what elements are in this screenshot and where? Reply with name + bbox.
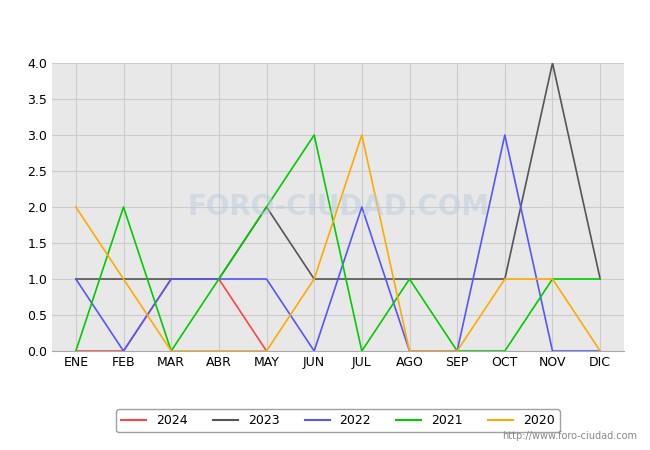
2023: [167, 276, 175, 282]
2021: [72, 348, 80, 354]
2024: [263, 348, 270, 354]
2020: [310, 276, 318, 282]
2020: [358, 132, 366, 138]
2020: [406, 348, 413, 354]
2021: [406, 276, 413, 282]
2022: [358, 204, 366, 210]
2024: [120, 348, 127, 354]
2020: [501, 276, 509, 282]
2022: [72, 276, 80, 282]
Line: 2020: 2020: [76, 135, 600, 351]
Legend: 2024, 2023, 2022, 2021, 2020: 2024, 2023, 2022, 2021, 2020: [116, 409, 560, 432]
2021: [167, 348, 175, 354]
2020: [72, 204, 80, 210]
Text: http://www.foro-ciudad.com: http://www.foro-ciudad.com: [502, 431, 637, 441]
Text: Matriculaciones de Vehiculos en Burganes de Valverde: Matriculaciones de Vehiculos en Burganes…: [79, 18, 571, 36]
2024: [167, 276, 175, 282]
2021: [453, 348, 461, 354]
2022: [167, 276, 175, 282]
2023: [406, 276, 413, 282]
2023: [358, 276, 366, 282]
2022: [310, 348, 318, 354]
2020: [120, 276, 127, 282]
2022: [453, 348, 461, 354]
2023: [310, 276, 318, 282]
2020: [453, 348, 461, 354]
2022: [263, 276, 270, 282]
2021: [358, 348, 366, 354]
2020: [596, 348, 604, 354]
Line: 2022: 2022: [76, 135, 600, 351]
2021: [263, 204, 270, 210]
2021: [120, 204, 127, 210]
2024: [215, 276, 223, 282]
Line: 2024: 2024: [76, 279, 266, 351]
2022: [501, 132, 509, 138]
2022: [549, 348, 556, 354]
Line: 2023: 2023: [76, 63, 600, 279]
2022: [120, 348, 127, 354]
2023: [263, 204, 270, 210]
2021: [215, 276, 223, 282]
Line: 2021: 2021: [76, 135, 600, 351]
2023: [72, 276, 80, 282]
Text: FORO-CIUDAD.COM: FORO-CIUDAD.COM: [187, 193, 489, 221]
2021: [501, 348, 509, 354]
2020: [215, 348, 223, 354]
2022: [596, 348, 604, 354]
2023: [549, 60, 556, 66]
2024: [72, 348, 80, 354]
2023: [453, 276, 461, 282]
2023: [596, 276, 604, 282]
2020: [549, 276, 556, 282]
2021: [549, 276, 556, 282]
2022: [406, 348, 413, 354]
2020: [263, 348, 270, 354]
2021: [596, 276, 604, 282]
2023: [215, 276, 223, 282]
2020: [167, 348, 175, 354]
2023: [501, 276, 509, 282]
2021: [310, 132, 318, 138]
2023: [120, 276, 127, 282]
2022: [215, 276, 223, 282]
